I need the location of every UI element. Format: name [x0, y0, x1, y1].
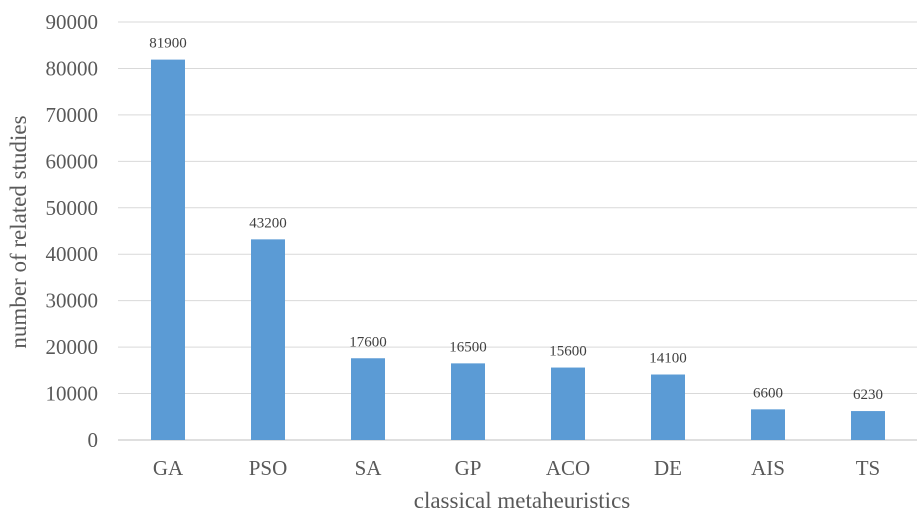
x-tick-label: DE — [654, 456, 682, 480]
y-tick-label: 20000 — [46, 335, 99, 359]
x-tick-label: AIS — [751, 456, 785, 480]
bar-ga — [151, 59, 185, 441]
data-label: 43200 — [249, 215, 287, 231]
data-labels: 81900 43200 17600 16500 15600 14100 6600 6230 — [149, 36, 883, 403]
y-tick-label: 70000 — [46, 103, 99, 127]
x-tick-label: TS — [856, 456, 881, 480]
data-label: 81900 — [149, 36, 187, 52]
data-label: 6230 — [853, 387, 883, 403]
bar-ts — [851, 411, 885, 440]
y-tick-label: 30000 — [46, 289, 99, 313]
y-tick-label: 80000 — [46, 56, 99, 80]
y-tick-label: 10000 — [46, 382, 99, 406]
y-tick-label: 50000 — [46, 196, 99, 220]
bar-de — [651, 374, 685, 440]
bars — [151, 59, 885, 441]
y-axis-ticks: 0 10000 20000 30000 40000 50000 60000 70000 8000… — [46, 10, 99, 452]
bar-gp — [451, 363, 485, 440]
y-tick-label: 60000 — [46, 149, 99, 173]
y-axis-title: number of related studies — [6, 115, 31, 348]
x-axis-ticks: GA PSO SA GP ACO DE AIS TS — [153, 456, 880, 480]
data-label: 6600 — [753, 385, 783, 401]
gridlines — [118, 21, 917, 441]
data-label: 15600 — [549, 344, 587, 360]
bar-sa — [351, 358, 385, 440]
bar-pso — [251, 239, 285, 440]
data-label: 16500 — [449, 339, 487, 355]
x-tick-label: SA — [355, 456, 383, 480]
x-tick-label: GA — [153, 456, 184, 480]
data-label: 14100 — [649, 351, 687, 367]
y-tick-label: 0 — [88, 428, 99, 452]
x-axis-title: classical metaheuristics — [414, 488, 631, 513]
bar-aco — [551, 367, 585, 440]
x-tick-label: PSO — [249, 456, 288, 480]
x-tick-label: GP — [455, 456, 482, 480]
y-tick-label: 90000 — [46, 10, 99, 34]
bar-ais — [751, 409, 785, 440]
x-tick-label: ACO — [546, 456, 590, 480]
data-label: 17600 — [349, 334, 387, 350]
y-tick-label: 40000 — [46, 242, 99, 266]
